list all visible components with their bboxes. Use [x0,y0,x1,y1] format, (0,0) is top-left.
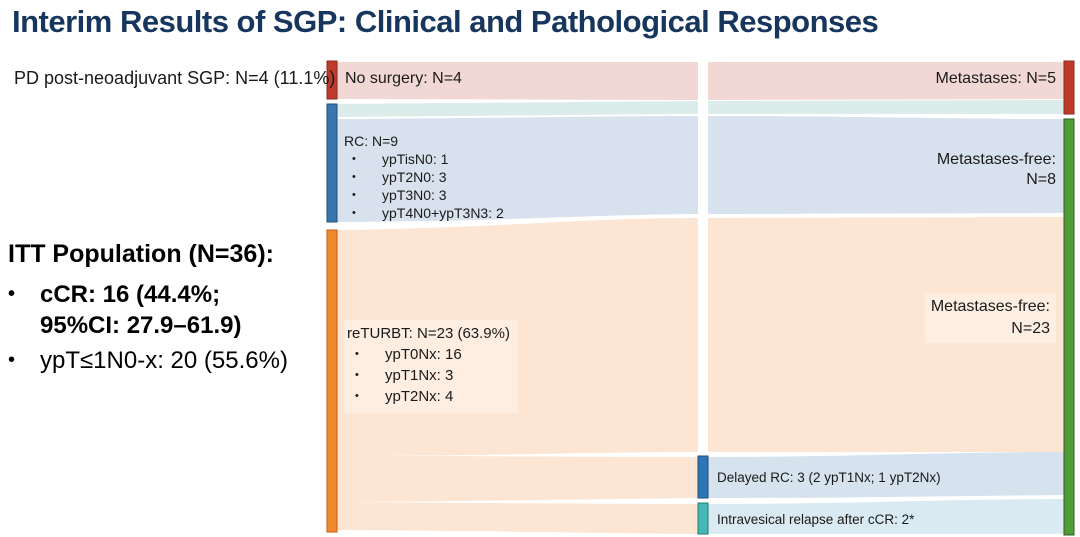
node-bar-rc [326,103,338,223]
rc-node-label: RC: N=9 • ypTisN0: 1 • ypT2N0: 3 • ypT3N0: … [344,132,504,222]
bullet-glyph: • [352,207,356,219]
intravesical-relapse-node-label: Intravesical relapse after cCR: 2* [717,512,915,527]
list-item: • ypT2N0: 3 [344,168,504,186]
itt-heading: ITT Population (N=36): [8,240,274,268]
list-item: • ypT3N0: 3 [344,186,504,204]
flow-rc-metfree-left [337,116,698,222]
node-bar-no-surgery [326,60,338,100]
rc-title: RC: N=9 [344,133,399,149]
bullet-glyph: • [352,189,356,201]
bullet-glyph: • [355,369,359,381]
list-item: • ypT4N0+ypT3N3: 2 [344,204,504,222]
flow-returbt-metfree-left [337,218,698,456]
flow-rc-metastases-left [337,101,698,117]
itt-bullet-ypt: • ypT≤1N0-x: 20 (55.6%) [8,347,288,374]
returbt-node-label: reTURBT: N=23 (63.9%) • ypT0Nx: 16 • ypT1N… [344,320,518,413]
bullet-glyph: • [8,283,16,305]
node-bar-returbt [326,229,338,533]
flow-delayedrc-metfree-right [708,452,1064,498]
list-item: • ypT1Nx: 3 [347,365,510,386]
node-bar-intravesical [697,502,709,535]
metastases-free-23-node-label: Metastases-free: N=23 [924,293,1056,343]
flow-no-surgery-right [708,62,1064,100]
list-item: • ypTisN0: 1 [344,150,504,168]
page-title: Interim Results of SGP: Clinical and Pat… [12,4,879,39]
delayed-rc-node-label: Delayed RC: 3 (2 ypT1Nx; 1 ypT2Nx) [717,470,941,485]
pd-note: PD post-neoadjuvant SGP: N=4 (11.1%) [14,68,336,88]
flow-rc-metfree-right [708,116,1064,214]
flow-no-surgery-left [337,62,698,100]
bullet-glyph: • [355,390,359,402]
returbt-title: reTURBT: N=23 (63.9%) [347,325,510,342]
bullet-glyph: • [352,171,356,183]
itt-bullet-ccr: • cCR: 16 (44.4%; 95%CI: 27.9–61.9) [8,281,242,339]
flow-returbt-relapse-left [337,502,698,534]
node-bar-metastases [1063,60,1075,115]
flow-rc-metastases-right [708,100,1064,114]
itt-population-block: ITT Population (N=36): • cCR: 16 (44.4%;… [8,240,308,376]
flow-returbt-delayedrc-left [337,456,698,502]
returbt-sublist: • ypT0Nx: 16 • ypT1Nx: 3 • ypT2Nx: 4 [347,344,510,407]
list-item: • ypT0Nx: 16 [347,344,510,365]
no-surgery-node-label: No surgery: N=4 [345,70,462,87]
flow-relapse-metfree-right [708,499,1064,534]
rc-sublist: • ypTisN0: 1 • ypT2N0: 3 • ypT3N0: 3 • ypT4N… [344,150,504,222]
flow-returbt-metfree-right [708,217,1064,452]
bullet-glyph: • [8,349,16,371]
metastases-free-8-node-label: Metastases-free: N=8 [936,151,1056,188]
bullet-glyph: • [355,348,359,360]
bullet-glyph: • [352,153,356,165]
node-bar-metastases-free [1063,118,1075,536]
metastases-node-label: Metastases: N=5 [935,70,1057,87]
node-bar-delayed-rc [697,455,709,499]
list-item: • ypT2Nx: 4 [347,386,510,407]
